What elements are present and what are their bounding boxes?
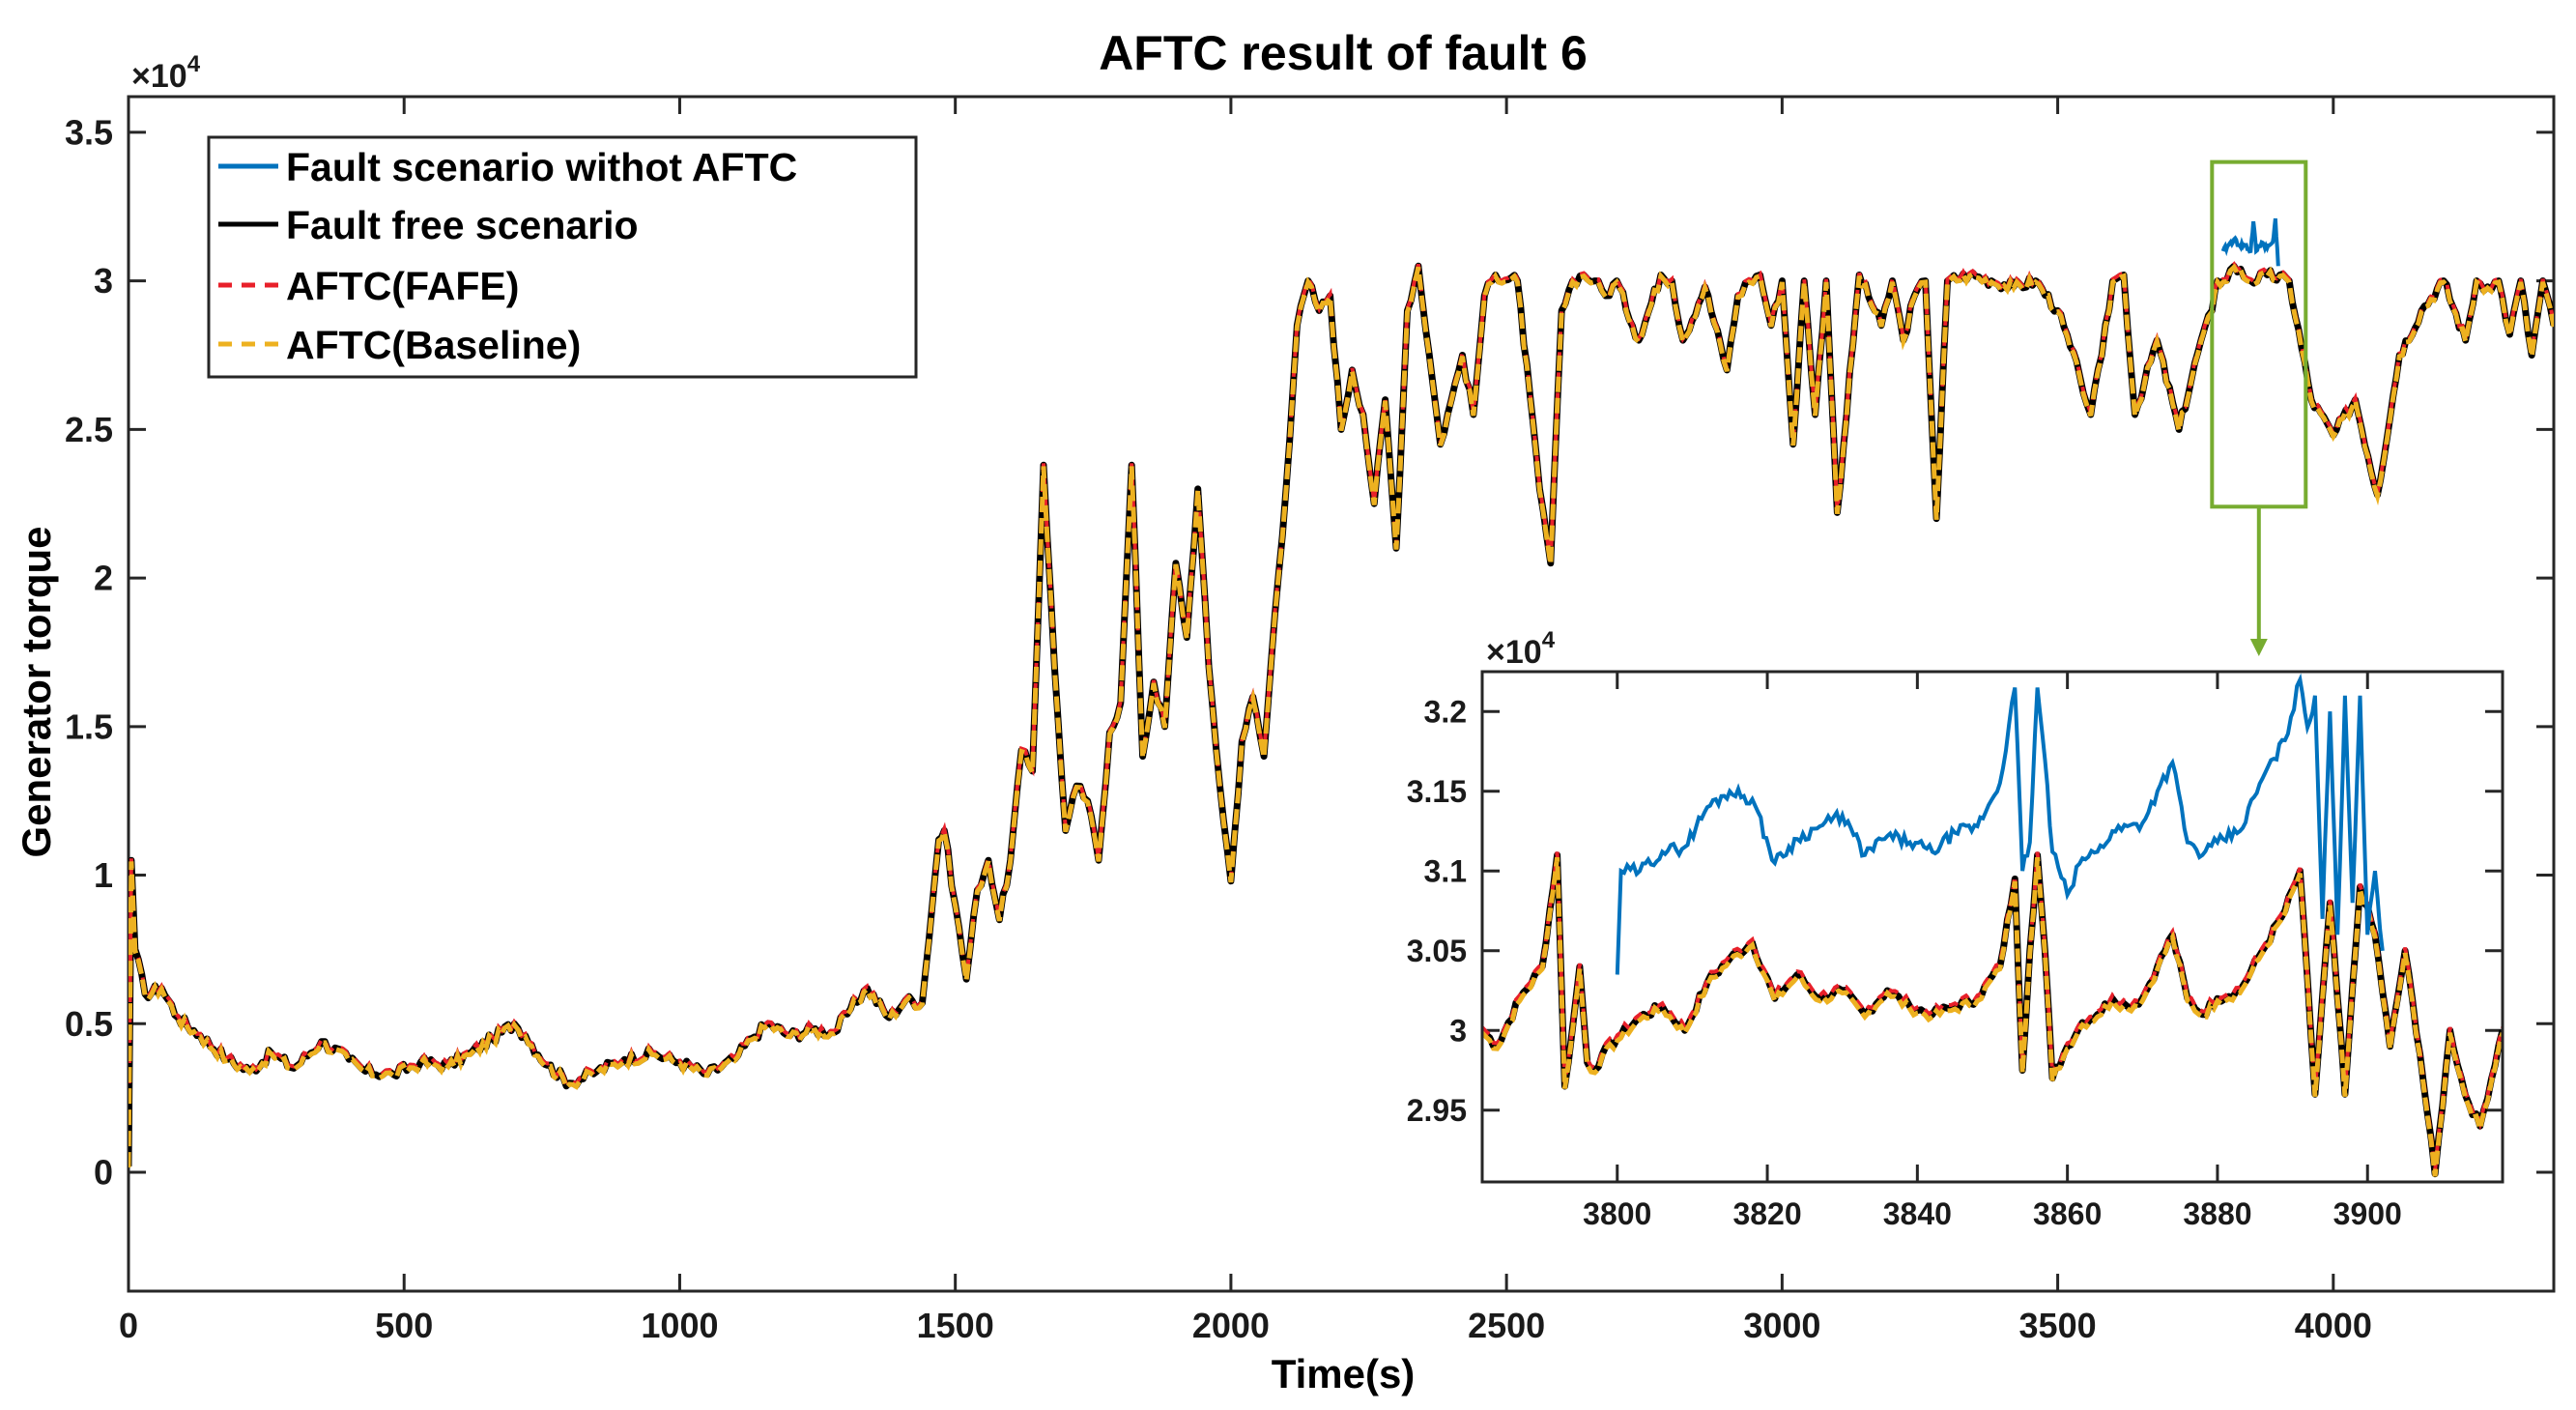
x-axis-label: Time(s) [1272, 1351, 1416, 1396]
inset-x-tick-label: 3840 [1883, 1196, 1952, 1231]
y-axis-label: Generator torque [14, 526, 59, 857]
main-y-ticks: 0 0.5 1 1.5 2 2.5 3 3.5 [65, 112, 2554, 1193]
chart-title: AFTC result of fault 6 [1099, 26, 1588, 80]
main-plot-area [127, 95, 2556, 1293]
inset-x-tick-label: 3880 [2183, 1196, 2251, 1231]
main-x-tick-label: 500 [375, 1306, 433, 1345]
inset-series-fault-scenario [1615, 673, 2385, 975]
legend: Fault scenario withot AFTC Fault free sc… [207, 135, 918, 379]
inset-y-tick-label: 3.15 [1407, 774, 1467, 809]
main-x-tick-label: 0 [119, 1306, 138, 1345]
main-x-tick-label: 3500 [2019, 1306, 2097, 1345]
main-y-tick-label: 3.5 [65, 112, 113, 152]
main-x-tick-label: 1000 [641, 1306, 718, 1345]
inset-background [1482, 672, 2503, 1182]
inset-y-tick-label: 3 [1449, 1013, 1467, 1048]
main-x-ticks: 0 500 1000 1500 2000 2500 3000 3500 4000 [119, 97, 2372, 1345]
main-y-tick-label: 3 [94, 261, 113, 301]
main-y-tick-label: 1.5 [65, 706, 113, 746]
zoom-arrow-head [2249, 639, 2268, 656]
inset-y-exponent-label: ×104 [1486, 627, 1556, 671]
legend-label-fault-scenario: Fault scenario withot AFTC [286, 145, 797, 189]
inset-y-tick-label: 3.05 [1407, 934, 1467, 968]
inset-x-tick-label: 3860 [2033, 1196, 2102, 1231]
y-exponent-base: ×10 [131, 58, 187, 95]
inset-y-tick-label: 2.95 [1407, 1093, 1467, 1128]
legend-label-aftc-baseline: AFTC(Baseline) [286, 323, 581, 367]
legend-box [207, 135, 918, 379]
series-fault-scenario [2220, 217, 2280, 267]
main-y-tick-label: 2 [94, 559, 113, 598]
main-x-tick-label: 2000 [1192, 1306, 1270, 1345]
series-aftc-baseline [129, 263, 2554, 1168]
main-series-group [129, 217, 2554, 1168]
main-y-tick-label: 1 [94, 855, 113, 895]
y-exponent-label: ×104 [131, 51, 201, 95]
main-y-tick-label: 2.5 [65, 410, 113, 449]
inset-y-tick-label: 3.2 [1424, 694, 1467, 729]
y-exponent-power: 4 [187, 51, 201, 77]
inset-x-tick-label: 3900 [2333, 1196, 2402, 1231]
main-x-tick-label: 4000 [2295, 1306, 2372, 1345]
inset-chart: ×104 2.95 3 3.05 3.1 3.15 3.2 3800 3820 3840 386… [1407, 627, 2504, 1231]
main-x-tick-label: 3000 [1743, 1306, 1820, 1345]
main-x-tick-label: 1500 [917, 1306, 994, 1345]
main-x-tick-label: 2500 [1468, 1306, 1545, 1345]
legend-label-aftc-fafe: AFTC(FAFE) [286, 264, 519, 308]
main-y-tick-label: 0.5 [65, 1004, 113, 1044]
inset-x-tick-label: 3820 [1732, 1196, 1801, 1231]
main-chart: AFTC result of fault 6 Time(s) Generator… [14, 26, 2556, 1396]
inset-series-aftc-baseline [1482, 856, 2503, 1177]
inset-series-group [1482, 673, 2503, 1178]
inset-x-tick-label: 3800 [1583, 1196, 1651, 1231]
zoom-highlight-box [2210, 159, 2308, 509]
inset-y-exponent-power: 4 [1542, 627, 1556, 653]
inset-y-ticks: 2.95 3 3.05 3.1 3.15 3.2 [1407, 694, 2503, 1128]
main-y-tick-label: 0 [94, 1153, 113, 1193]
inset-y-exponent-base: ×10 [1486, 634, 1542, 671]
inset-plot-area [1480, 670, 2504, 1184]
inset-y-tick-label: 3.1 [1424, 853, 1467, 888]
inset-x-ticks: 3800 3820 3840 3860 3880 3900 [1583, 672, 2402, 1231]
legend-label-fault-free: Fault free scenario [286, 203, 639, 247]
